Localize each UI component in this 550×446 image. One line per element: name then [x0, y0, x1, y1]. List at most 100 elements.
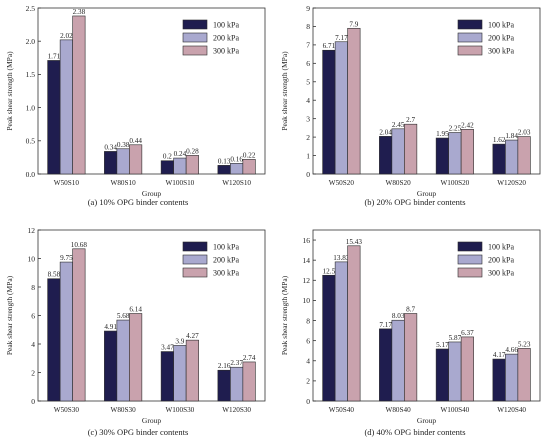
bar: [448, 341, 462, 402]
bar: [47, 60, 61, 175]
bar: [230, 163, 244, 175]
bar: [72, 15, 86, 175]
bar: [230, 366, 244, 402]
bar: [116, 148, 130, 175]
data-label: 2.37: [230, 359, 243, 367]
legend-label: 200 kPa: [488, 256, 514, 265]
data-label: 9.75: [60, 254, 73, 262]
x-axis-label: Group: [417, 189, 436, 198]
caption-b: (b) 20% OPG binder contents: [364, 197, 466, 207]
y-tick-label: 8: [31, 283, 35, 292]
y-tick-label: 8: [306, 22, 310, 31]
bar: [460, 336, 474, 402]
y-tick-label: 7: [306, 41, 310, 50]
bar: [104, 330, 118, 402]
bar: [160, 351, 174, 402]
y-tick-label: 1.5: [26, 70, 36, 79]
x-tick-label: W100S20: [441, 179, 470, 187]
x-axis-label: Group: [417, 416, 436, 425]
data-label: 0.38: [117, 141, 130, 149]
data-label: 4.66: [505, 346, 518, 354]
legend-swatch: [182, 241, 208, 252]
data-label: 1.95: [436, 130, 449, 138]
bar: [129, 313, 143, 402]
data-label: 2.74: [243, 354, 256, 362]
data-label: 4.91: [104, 323, 117, 331]
y-tick-label: 9: [306, 4, 310, 13]
bar: [217, 369, 231, 402]
bar: [448, 132, 462, 175]
bar: [492, 358, 506, 402]
data-label: 2.04: [379, 128, 392, 136]
y-tick-label: 5: [306, 78, 310, 87]
chart-panel-d: 0 2 4 6 8 10 12 14 16 Peak shear strength (MPa) W5…: [280, 229, 541, 425]
y-axis-label: Peak shear strength (MPa): [5, 275, 14, 355]
legend-swatch: [457, 267, 483, 278]
bar: [173, 345, 187, 402]
bar: [334, 261, 348, 402]
bar: [404, 313, 418, 402]
legend-label: 200 kPa: [488, 34, 514, 43]
bar: [435, 137, 449, 175]
bar: [505, 139, 519, 175]
data-label: 0.44: [129, 137, 142, 145]
data-label: 4.17: [493, 351, 506, 359]
data-label: 0.2: [163, 153, 172, 161]
x-tick-label: W100S30: [166, 406, 195, 414]
x-tick-label: W50S20: [329, 179, 355, 187]
x-tick-label: W80S40: [386, 406, 412, 414]
bar: [185, 155, 199, 175]
x-axis-label: Group: [142, 189, 161, 198]
y-tick-label: 3: [306, 114, 310, 123]
bar: [404, 123, 418, 175]
y-tick-label: 12: [303, 276, 311, 285]
chart-panel-b: 0 1 2 3 4 5 6 7 8 9 Peak shear strength (MPa) W50S2…: [280, 4, 541, 198]
y-tick-label: 14: [303, 256, 311, 265]
y-axis-label: Peak shear strength (MPa): [5, 51, 14, 131]
bar: [334, 41, 348, 175]
data-label: 2.25: [449, 125, 462, 133]
bar: [217, 165, 231, 175]
y-tick-label: 6: [306, 336, 310, 345]
bar: [379, 136, 393, 175]
y-tick-label: 4: [306, 96, 310, 105]
legend-label: 100 kPa: [213, 243, 239, 252]
caption-c: (c) 30% OPG binder contents: [87, 427, 189, 437]
x-tick-label: W80S10: [111, 179, 137, 187]
y-tick-label: 2: [31, 368, 35, 377]
legend-label: 100 kPa: [488, 243, 514, 252]
y-tick-label: 6: [31, 311, 35, 320]
y-tick-label: 10: [303, 296, 311, 305]
legend-label: 200 kPa: [213, 256, 239, 265]
y-tick-label: 1.0: [26, 103, 36, 112]
y-tick-label: 4: [306, 357, 310, 366]
chart-panel-a: 0.0 0.5 1.0 1.5 2.0 2.5 Peak shear strength (M…: [5, 4, 266, 198]
bar: [379, 328, 393, 402]
plot-frame-d: [312, 229, 541, 402]
bar: [517, 136, 531, 175]
y-tick-label: 0.0: [26, 170, 36, 179]
x-tick-label: W80S30: [111, 406, 137, 414]
bar: [347, 245, 361, 402]
data-label: 12.5: [323, 267, 336, 275]
y-tick-label: 2: [306, 377, 310, 386]
plot-frame-b: [312, 7, 541, 175]
legend-label: 300 kPa: [488, 269, 514, 278]
y-tick-label: 2: [306, 133, 310, 142]
data-label: 10.68: [71, 241, 88, 249]
x-tick-label: W50S40: [329, 406, 355, 414]
legend-swatch: [182, 32, 208, 43]
y-tick-label: 6: [306, 59, 310, 68]
x-tick-label: W80S20: [386, 179, 412, 187]
x-tick-label: W50S10: [54, 179, 80, 187]
y-tick-label: 12: [28, 226, 36, 235]
x-tick-label: W50S30: [54, 406, 80, 414]
data-label: 8.03: [392, 312, 405, 320]
legend-swatch: [457, 254, 483, 265]
data-label: 7.9: [349, 20, 358, 28]
y-tick-label: 2.0: [26, 37, 36, 46]
y-tick-label: 0: [306, 170, 310, 179]
data-label: 7.17: [379, 321, 392, 329]
data-label: 3.9: [175, 337, 184, 345]
bar: [242, 361, 256, 402]
